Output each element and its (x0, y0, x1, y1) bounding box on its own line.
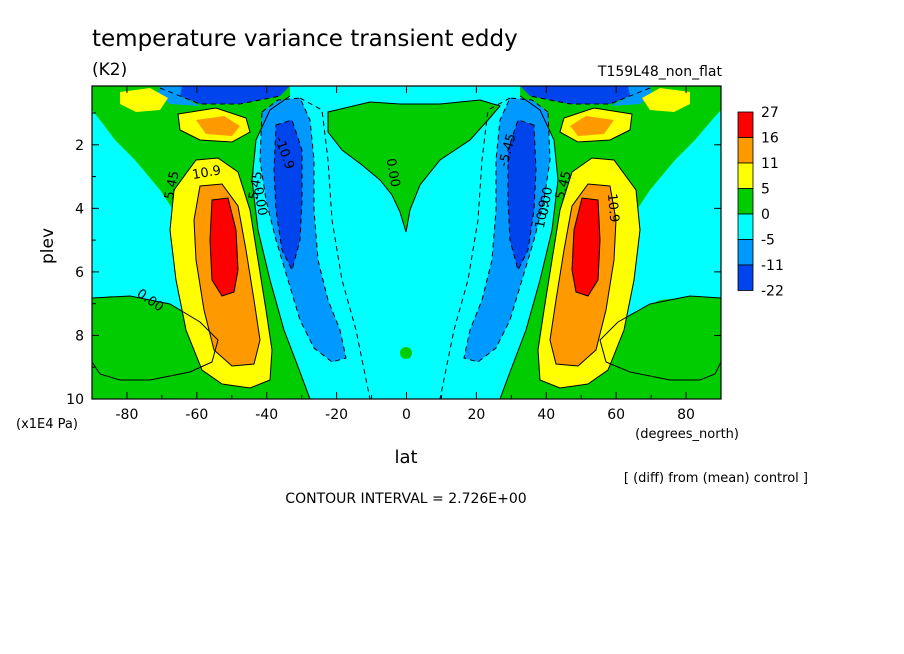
contour-label: 10.9 (533, 199, 553, 230)
footnote: [ (diff) from (mean) control ] (624, 471, 808, 486)
x-axis-label: lat (394, 447, 417, 468)
colorbar-swatch (737, 162, 754, 189)
x-tick-label: 40 (537, 407, 555, 423)
colorbar-label: -11 (761, 258, 784, 274)
contour-right-2 (549, 183, 617, 367)
y-tick-label: 6 (75, 265, 84, 281)
colorbar-label: 5 (761, 182, 770, 198)
experiment-label: T159L48_non_flat (597, 64, 723, 80)
contour-label: 0.00 (250, 186, 270, 217)
contour-labels: 5.45 10.9 5.450.00-10.90.000.00-5.4510.90.… (134, 132, 622, 315)
colorbar: 27 16 11 5 0 -5 -11 -22 (737, 105, 784, 300)
colorbar-label: 27 (761, 105, 779, 121)
blue-core-left (274, 120, 302, 270)
colorbar-label: 16 (761, 131, 779, 147)
y-axis-units: (x1E4 Pa) (16, 417, 78, 432)
x-tick-label: 80 (677, 407, 695, 423)
y-tick-label: 10 (66, 392, 84, 408)
contour-label: 0.00 (536, 186, 556, 217)
x-tick-label: -20 (325, 407, 348, 423)
x-tick-label: 0 (402, 407, 411, 423)
contour-interval: CONTOUR INTERVAL = 2.726E+00 (285, 491, 526, 507)
contour-label: 5.45 (553, 169, 575, 201)
contour-blob-left (92, 295, 219, 381)
contour-label: 5.45 (162, 170, 183, 201)
red-core-right (572, 198, 600, 296)
contour-zero-right (499, 95, 559, 399)
blue-top-right (520, 86, 630, 104)
contour-label: 5.45 (246, 170, 266, 201)
dashed-contours (159, 87, 651, 399)
x-tick-label: -60 (185, 407, 208, 423)
contour-blob-right (599, 295, 721, 381)
contour-right-1 (537, 157, 641, 389)
colorbar-swatch (737, 188, 754, 215)
dashed-left-2 (273, 119, 303, 272)
contour-field (92, 86, 721, 399)
colorbar-label: -22 (761, 284, 784, 300)
colorbar-label: 11 (761, 156, 779, 172)
dashed-top-right (529, 87, 651, 105)
colorbar-swatch (737, 213, 754, 240)
x-tick-label: -40 (255, 407, 278, 423)
contour-left-1 (169, 157, 273, 389)
y-tick-label: 2 (75, 138, 84, 154)
dashed-right-3 (439, 97, 511, 399)
blue-top-left (180, 86, 290, 104)
orange-upper-right (570, 116, 614, 136)
y-tick-label: 4 (75, 201, 84, 217)
contour-label: 10.9 (604, 193, 621, 223)
units-label: (K2) (92, 60, 127, 80)
contour-right-3 (571, 197, 601, 297)
contour-upper-right (559, 107, 633, 143)
colorbar-swatch (737, 111, 754, 138)
dashed-top-left (159, 87, 281, 105)
contour-upper-left (177, 107, 251, 143)
yellow-corner-left (120, 88, 168, 112)
green-blob-right-low (600, 296, 721, 380)
x-tick-label: 20 (467, 407, 485, 423)
contour-lines (92, 95, 721, 399)
chart-title: temperature variance transient eddy (92, 26, 518, 52)
y-axis: 2 4 6 8 10 (66, 112, 721, 408)
colorbar-swatch (737, 239, 754, 266)
blue-core-right (508, 120, 536, 270)
dashed-right-2 (507, 119, 537, 272)
orange-upper-left (196, 116, 240, 136)
colorbar-label: -5 (761, 233, 775, 249)
colorbar-swatch (737, 264, 754, 291)
x-tick-label: -80 (116, 407, 139, 423)
contour-central (327, 99, 501, 233)
dashed-left-3 (299, 97, 371, 399)
green-central (328, 100, 500, 232)
contour-left-2 (193, 183, 261, 367)
x-axis: -80 -60 -40 -20 0 20 40 60 80 (91, 86, 722, 423)
x-axis-units: (degrees_north) (635, 427, 739, 442)
x-tick-label: 60 (607, 407, 625, 423)
contour-left-3 (209, 197, 239, 297)
colorbar-label: 0 (761, 207, 770, 223)
red-core-left (210, 198, 238, 296)
green-spot (400, 347, 412, 359)
contour-label: 10.9 (191, 163, 222, 183)
yellow-corner-right (642, 88, 690, 112)
y-axis-label: plev (38, 228, 58, 264)
contour-zero-left (251, 95, 311, 399)
contour-label: 0.00 (383, 157, 403, 188)
colorbar-swatch (737, 137, 754, 164)
y-tick-label: 8 (75, 328, 84, 344)
